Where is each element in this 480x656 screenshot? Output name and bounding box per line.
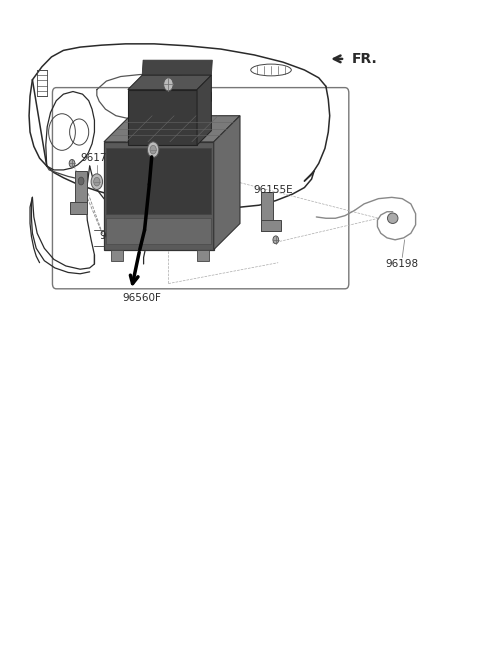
Circle shape xyxy=(164,78,173,91)
Circle shape xyxy=(69,159,75,167)
Bar xyxy=(107,148,211,214)
Polygon shape xyxy=(142,60,212,75)
Bar xyxy=(128,90,197,145)
Text: 96560F: 96560F xyxy=(123,293,162,303)
Text: 96155D: 96155D xyxy=(99,231,140,241)
Circle shape xyxy=(273,236,279,244)
Circle shape xyxy=(150,146,156,154)
FancyBboxPatch shape xyxy=(52,88,349,289)
Bar xyxy=(70,202,87,214)
Text: 96198: 96198 xyxy=(386,259,419,270)
Circle shape xyxy=(91,174,103,190)
Polygon shape xyxy=(104,115,240,142)
Polygon shape xyxy=(197,75,211,145)
Text: 96155E: 96155E xyxy=(253,186,293,195)
Polygon shape xyxy=(197,250,209,261)
Circle shape xyxy=(147,142,159,157)
Polygon shape xyxy=(214,115,240,250)
Bar xyxy=(262,220,281,232)
Circle shape xyxy=(78,177,84,185)
Text: 96173: 96173 xyxy=(80,154,113,163)
Polygon shape xyxy=(111,250,123,261)
Text: 96173: 96173 xyxy=(147,122,180,132)
Circle shape xyxy=(94,177,100,186)
Ellipse shape xyxy=(387,213,398,224)
Bar xyxy=(262,192,274,232)
Text: 1018AD: 1018AD xyxy=(148,92,189,102)
Bar xyxy=(107,218,211,245)
Bar xyxy=(104,142,214,250)
Bar xyxy=(75,171,87,214)
Polygon shape xyxy=(128,75,211,90)
Text: FR.: FR. xyxy=(352,52,378,66)
